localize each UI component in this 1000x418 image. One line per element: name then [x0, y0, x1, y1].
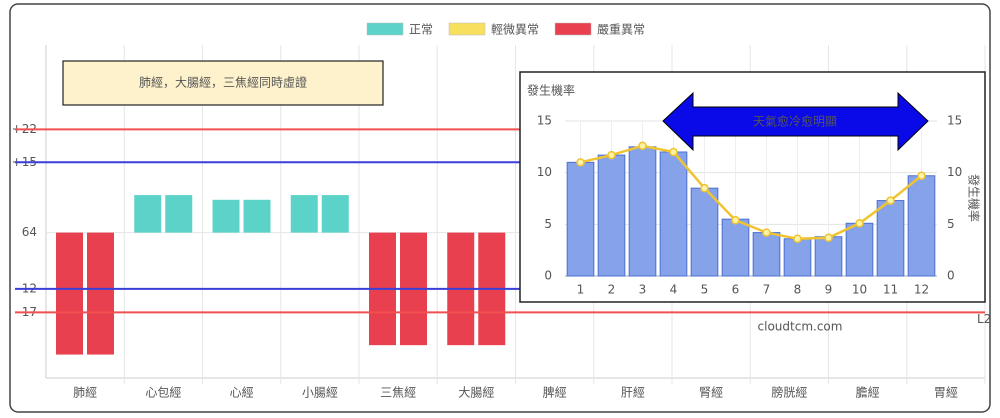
x-tick-label: 胃經	[934, 386, 958, 400]
x-tick-label: 肝經	[621, 386, 645, 400]
x-tick-label: 5	[701, 283, 709, 297]
bar	[134, 195, 162, 233]
reference-label: L2	[977, 312, 991, 326]
bar	[876, 200, 905, 277]
bar	[212, 199, 240, 233]
legend-swatch	[366, 22, 404, 36]
y-tick-label: 10	[537, 165, 552, 179]
x-tick-label: 肺經	[73, 386, 97, 400]
line-point	[762, 228, 771, 237]
x-tick-label: 2	[608, 283, 616, 297]
x-tick-label: 4	[670, 283, 678, 297]
bar	[566, 161, 595, 277]
y-tick-label: 0	[544, 269, 552, 283]
line-point	[793, 234, 802, 244]
line	[580, 144, 923, 241]
bar	[597, 154, 626, 277]
y-tick-label: 15	[537, 114, 552, 128]
annotation: 肺經，大腸經，三焦經同時虛證	[139, 75, 307, 90]
annotation-arrow	[662, 91, 929, 152]
legend-swatch	[554, 22, 592, 36]
bar	[783, 238, 812, 277]
line-point	[607, 150, 616, 160]
bar	[721, 218, 750, 277]
x-tick-label: 12	[914, 283, 929, 297]
x-tick-label: 膽經	[856, 385, 880, 400]
y2-tick-label: 5	[947, 217, 955, 231]
y2-tick-label: 0	[947, 269, 955, 283]
line-point	[700, 183, 709, 193]
x-tick-label: 心經	[230, 386, 254, 400]
line-point	[638, 141, 647, 151]
watermark: cloudtcm.com	[758, 320, 843, 334]
x-tick-label: 1	[577, 283, 585, 297]
bar	[814, 236, 843, 277]
annotation-box	[62, 60, 384, 106]
bar	[165, 195, 193, 233]
x-tick-label: 大腸經	[458, 386, 494, 400]
bar	[56, 232, 83, 355]
y-axis-title: 發生機率	[527, 83, 575, 98]
x-tick-label: 6	[732, 283, 740, 297]
x-tick-label: 3	[639, 283, 647, 297]
line-point	[917, 171, 926, 181]
y2-axis-title: 發生機率	[967, 174, 982, 222]
x-tick-label: 9	[825, 283, 833, 297]
y2-tick-label: 15	[947, 114, 962, 128]
line-point	[669, 147, 678, 157]
bar	[243, 199, 271, 233]
bar	[628, 146, 657, 277]
bar	[87, 232, 114, 355]
x-tick-label: 11	[883, 283, 898, 297]
bar	[907, 175, 936, 277]
x-tick-label: 10	[852, 283, 867, 297]
main-chart: +22+1564-12-17肺經 心包經 心經 小腸經 三焦經 大腸經 脾經 肝經 腎經 膀胱經膽…	[12, 23, 992, 400]
bar	[321, 195, 349, 233]
line-point	[576, 158, 585, 167]
line-point	[824, 233, 833, 243]
x-tick-label: 小腸經	[302, 386, 338, 400]
bar	[659, 151, 688, 277]
bar	[290, 195, 318, 233]
y-tick-label: 5	[544, 217, 552, 231]
line-point	[855, 219, 864, 228]
x-tick-label: 三焦經	[380, 386, 416, 400]
annotation: 天氣愈冷愈明顯	[753, 114, 837, 129]
x-tick-label: 膀胱經	[771, 385, 807, 400]
line-point	[886, 196, 895, 205]
legend-label: 輕微異常	[491, 23, 539, 37]
bar	[845, 222, 874, 277]
legend-swatch	[448, 22, 486, 36]
y-tick-label: 64	[22, 225, 37, 239]
bar	[690, 187, 719, 277]
legend-label: 嚴重異常	[597, 23, 645, 37]
x-tick-label: 脾經	[543, 385, 567, 400]
legend-label: 正常	[409, 23, 433, 37]
x-tick-label: 腎經	[699, 386, 723, 400]
line-point	[731, 215, 740, 225]
x-tick-label: 7	[763, 283, 771, 297]
x-tick-label: 心包經	[145, 386, 181, 400]
bar	[752, 232, 781, 277]
x-tick-label: 8	[794, 283, 802, 297]
y2-tick-label: 10	[947, 165, 962, 179]
